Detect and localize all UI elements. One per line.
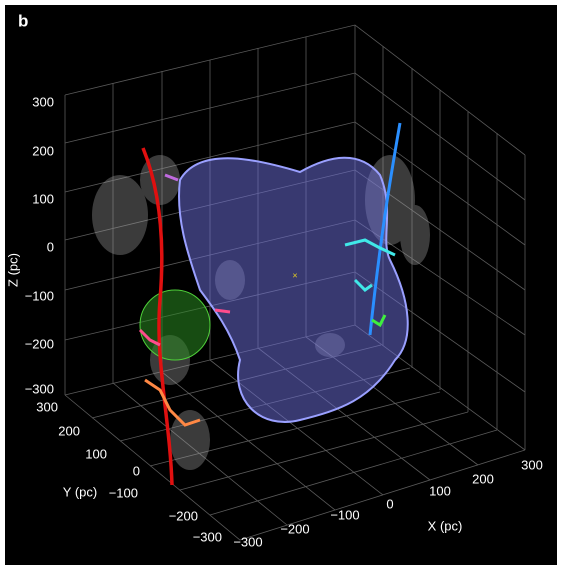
figure: × b Z (pc) Y (pc) X (pc) 3002001000−100−… [0, 0, 562, 570]
x-axis-tick-label: −200 [280, 521, 309, 536]
x-axis-tick-label: 100 [429, 483, 451, 498]
y-axis-label: Y (pc) [63, 484, 97, 499]
y-axis-tick-label: 100 [85, 446, 107, 461]
z-axis-tick-label: −100 [25, 288, 54, 303]
z-axis-tick-label: 200 [32, 143, 54, 158]
y-axis-tick-label: −200 [169, 508, 198, 523]
y-axis-tick-label: 200 [58, 423, 80, 438]
y-axis-tick-label: −300 [193, 529, 222, 544]
x-axis-tick-label: −300 [233, 534, 262, 549]
z-axis-tick-label: −300 [25, 381, 54, 396]
x-axis-tick-label: −100 [330, 507, 359, 522]
x-axis-tick-label: 200 [472, 471, 494, 486]
z-axis-tick-label: 300 [32, 94, 54, 109]
sphere [140, 290, 210, 360]
z-axis-label: Z (pc) [5, 253, 20, 287]
x-axis-tick-label: 300 [521, 457, 543, 472]
z-axis-tick-label: −200 [25, 336, 54, 351]
center-marker: × [292, 270, 297, 280]
x-axis-tick-label: 0 [386, 496, 393, 511]
x-axis-label: X (pc) [428, 518, 463, 533]
y-axis-tick-label: −100 [109, 485, 138, 500]
z-axis-tick-label: 0 [47, 239, 54, 254]
y-axis-tick-label: 0 [133, 463, 140, 478]
y-axis-tick-label: 300 [36, 399, 58, 414]
z-axis-tick-label: 100 [32, 191, 54, 206]
panel-label: b [18, 11, 28, 30]
